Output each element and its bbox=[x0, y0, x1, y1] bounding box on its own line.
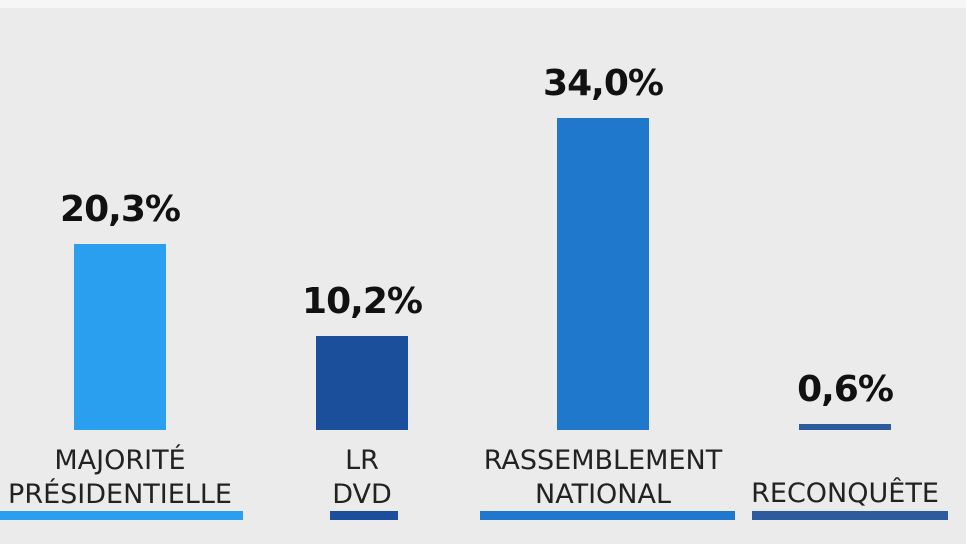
category-underline-0 bbox=[0, 511, 243, 520]
value-label-1: 10,2% bbox=[302, 281, 423, 323]
bar-3 bbox=[799, 424, 891, 430]
category-label-3-0: RECONQUÊTE bbox=[751, 478, 939, 509]
category-label-0-0: MAJORITÉ bbox=[54, 445, 186, 476]
category-underline-2 bbox=[480, 511, 735, 520]
category-label-2-1: NATIONAL bbox=[535, 479, 671, 510]
category-label-0-1: PRÉSIDENTIELLE bbox=[8, 479, 232, 510]
value-label-2: 34,0% bbox=[543, 63, 664, 104]
value-label-0: 20,3% bbox=[60, 188, 181, 230]
bar-0 bbox=[74, 243, 166, 430]
bar-1 bbox=[316, 336, 408, 430]
category-label-1-0: LR bbox=[345, 445, 379, 476]
category-underline-1 bbox=[330, 511, 398, 520]
category-underline-3 bbox=[752, 511, 948, 520]
bar-2 bbox=[557, 118, 649, 430]
top-band bbox=[0, 0, 966, 8]
value-label-3: 0,6% bbox=[797, 369, 894, 411]
category-label-2-0: RASSEMBLEMENT bbox=[483, 445, 723, 476]
category-label-1-1: DVD bbox=[332, 479, 392, 510]
